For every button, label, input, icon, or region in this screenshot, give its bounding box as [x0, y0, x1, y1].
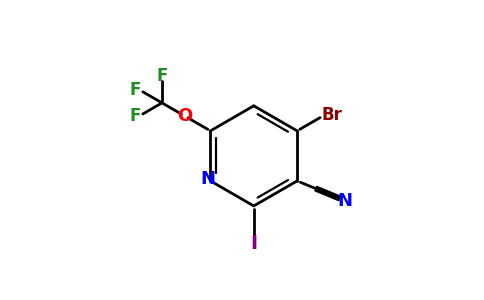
Text: F: F: [129, 107, 140, 125]
Text: N: N: [200, 170, 215, 188]
Text: N: N: [338, 192, 353, 210]
Text: F: F: [156, 68, 167, 85]
Text: O: O: [177, 107, 193, 125]
Text: F: F: [129, 81, 140, 99]
Text: I: I: [250, 234, 257, 253]
Text: Br: Br: [321, 106, 342, 124]
